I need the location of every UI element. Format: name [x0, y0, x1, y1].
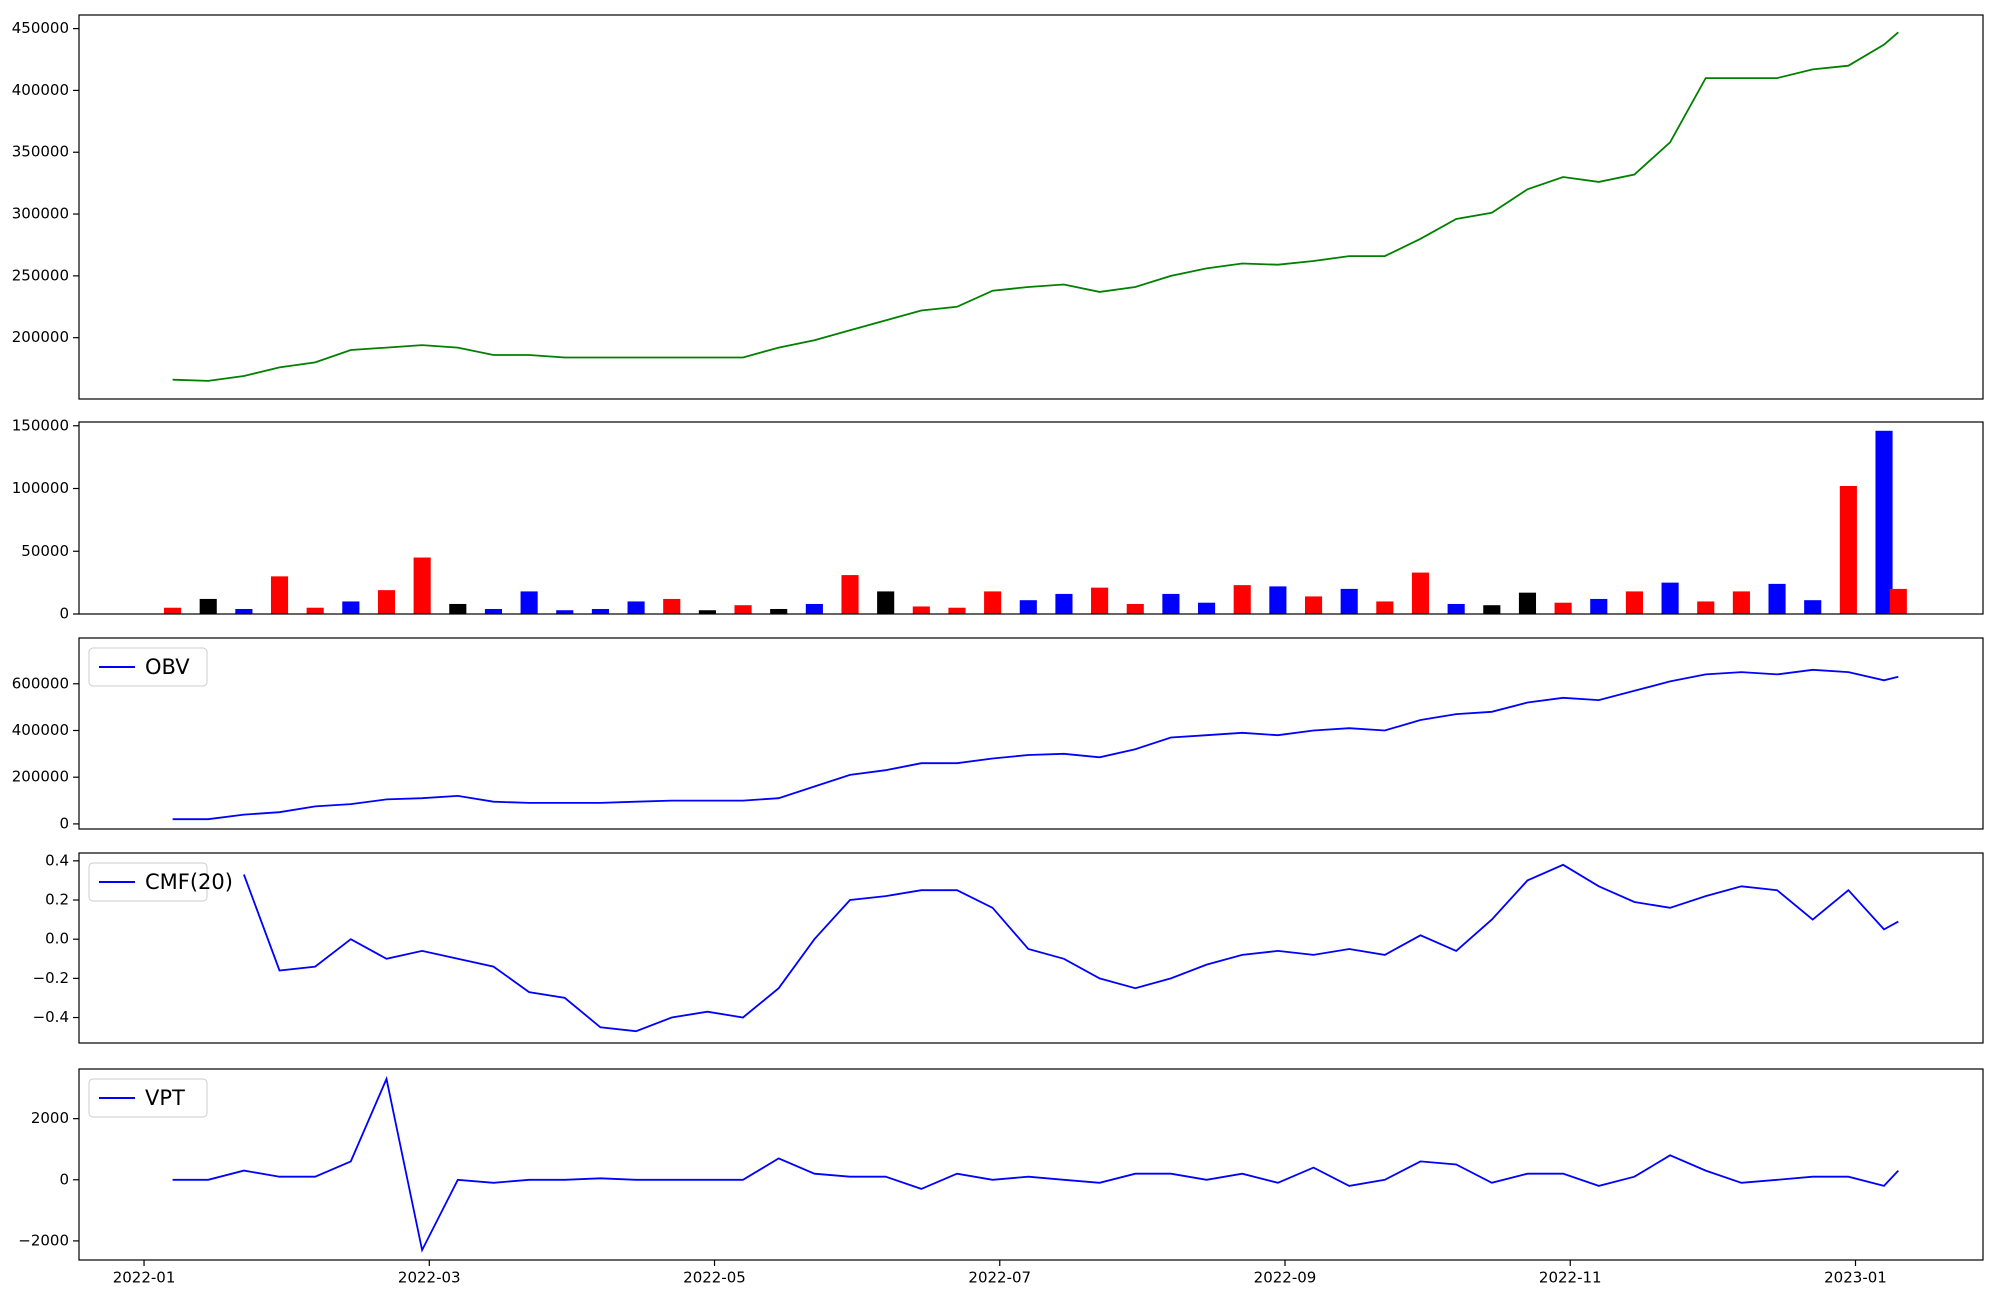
bar: [877, 591, 895, 614]
y-tick-label: 0.4: [45, 851, 69, 869]
bar: [1732, 591, 1750, 614]
y-tick-label: 250000: [12, 266, 69, 284]
x-tick-label: 2022-01: [113, 1269, 176, 1287]
x-tick-label: 2022-03: [398, 1269, 461, 1287]
bar: [199, 598, 217, 614]
y-tick-label: 0: [59, 814, 69, 832]
line-series: [172, 31, 1899, 382]
y-tick-label: 600000: [12, 674, 69, 692]
y-tick-label: 0: [59, 1170, 69, 1188]
bar: [520, 591, 538, 614]
bar: [449, 603, 467, 614]
bar: [342, 601, 360, 614]
y-tick-label: 100000: [12, 479, 69, 497]
bar: [1269, 586, 1287, 614]
y-tick-label: −2000: [18, 1231, 69, 1249]
axes-frame: [78, 852, 1984, 1044]
y-tick-label: 200000: [12, 768, 69, 786]
bar: [1661, 582, 1679, 614]
bar: [1233, 585, 1251, 614]
y-tick-label: −0.4: [33, 1008, 69, 1026]
line-series: [172, 668, 1899, 821]
axes-frame: [78, 421, 1984, 615]
bar: [1376, 601, 1394, 614]
bar: [805, 603, 823, 614]
bar: [770, 608, 788, 614]
legend-box: [88, 1078, 208, 1118]
bar: [1889, 588, 1907, 614]
bar: [663, 598, 681, 614]
x-tick-label: 2023-01: [1824, 1269, 1887, 1287]
bar: [1590, 598, 1608, 614]
bar: [1875, 430, 1893, 614]
bar: [912, 606, 930, 614]
x-tick-label: 2022-05: [683, 1269, 746, 1287]
bar: [698, 610, 716, 614]
bar: [984, 591, 1002, 614]
line-series: [243, 863, 1899, 1033]
bar: [306, 607, 324, 614]
y-tick-label: 400000: [12, 81, 69, 99]
y-tick-label: −0.2: [33, 969, 69, 987]
bar: [164, 607, 182, 614]
y-tick-label: 400000: [12, 721, 69, 739]
x-tick-label: 2022-07: [968, 1269, 1031, 1287]
y-tick-label: 450000: [12, 19, 69, 37]
x-tick-label: 2022-09: [1254, 1269, 1317, 1287]
y-tick-label: 350000: [12, 143, 69, 161]
bar: [1162, 593, 1180, 614]
y-tick-label: 0.2: [45, 891, 69, 909]
y-tick-label: 150000: [12, 416, 69, 434]
bar: [948, 607, 966, 614]
y-tick-label: 0.0: [45, 930, 69, 948]
bar: [627, 601, 645, 614]
bar: [377, 590, 396, 614]
legend-label: OBV: [145, 655, 190, 679]
y-tick-label: 200000: [12, 328, 69, 346]
bar: [556, 610, 574, 614]
bar: [1839, 486, 1857, 614]
legend-label: CMF(20): [145, 870, 233, 894]
legend-box: [88, 862, 208, 902]
y-tick-label: 0: [59, 605, 69, 623]
legend-box: [88, 647, 208, 687]
bar: [1198, 602, 1216, 614]
bar: [1518, 592, 1537, 614]
y-tick-label: 300000: [12, 205, 69, 223]
bar: [1304, 596, 1323, 614]
bar: [1768, 583, 1786, 614]
line-series: [172, 1075, 1899, 1253]
x-tick-label: 2022-11: [1539, 1269, 1602, 1287]
bar: [1411, 572, 1430, 614]
bar: [1804, 600, 1822, 614]
legend: OBV: [88, 647, 208, 687]
bar: [484, 608, 503, 614]
legend-label: VPT: [145, 1086, 185, 1110]
bar: [1554, 602, 1572, 614]
axes-frame: [78, 1068, 1984, 1261]
bar: [413, 557, 431, 614]
bar: [270, 576, 289, 614]
bar: [1126, 603, 1144, 614]
bar: [1091, 587, 1109, 614]
axes-frame: [78, 637, 1984, 830]
axes-frame: [78, 14, 1984, 400]
bar: [734, 605, 752, 614]
legend: VPT: [88, 1078, 208, 1118]
bar: [1019, 600, 1037, 614]
bar: [1447, 603, 1465, 614]
bar: [1055, 593, 1073, 614]
bar: [1697, 601, 1715, 614]
bar: [235, 608, 253, 614]
bar: [1483, 605, 1501, 614]
bar: [591, 608, 609, 614]
y-tick-label: 2000: [31, 1109, 69, 1127]
bar: [1625, 591, 1643, 614]
y-tick-label: 50000: [21, 542, 69, 560]
bar: [1340, 588, 1358, 614]
bar: [841, 575, 859, 614]
legend: CMF(20): [88, 862, 233, 902]
